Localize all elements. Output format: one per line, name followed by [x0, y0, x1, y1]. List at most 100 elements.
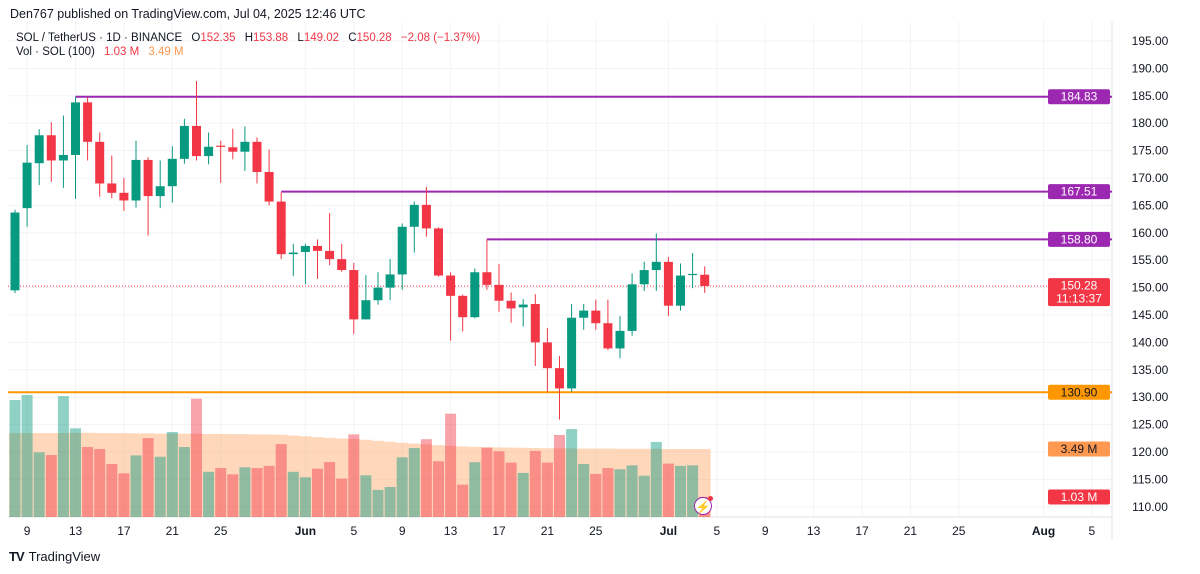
candle-body — [567, 317, 577, 389]
candle-body — [240, 141, 250, 152]
volume-bar — [517, 472, 529, 517]
price-tick-label: 185.00 — [1132, 89, 1169, 103]
volume-bar — [687, 465, 699, 517]
volume-bar — [554, 434, 565, 517]
volume-bar — [275, 444, 287, 517]
time-tick-label: 5 — [1089, 524, 1096, 538]
candle-body — [494, 284, 504, 301]
candle-body — [506, 300, 516, 309]
candle-body — [651, 261, 661, 271]
price-tick-label: 140.00 — [1132, 335, 1169, 349]
level-price-tag: 130.90 — [1048, 384, 1110, 400]
volume-bar — [9, 400, 21, 517]
time-tick-label: 9 — [399, 524, 406, 538]
candle — [591, 299, 601, 330]
volume-bar — [650, 441, 662, 517]
candle-body — [361, 300, 371, 320]
volume-title[interactable]: Vol · SOL (100) — [16, 46, 95, 58]
candle-body — [58, 154, 68, 161]
price-tick-label: 180.00 — [1132, 116, 1169, 130]
volume-bar — [287, 471, 299, 517]
candle-body — [397, 226, 407, 275]
level-price-tag-text: 167.51 — [1061, 185, 1098, 199]
candle — [252, 137, 262, 184]
low-label: L — [297, 32, 304, 44]
candle — [446, 272, 456, 341]
volume-bar — [45, 455, 57, 517]
candle — [143, 157, 153, 236]
volume-legend-row: Vol · SOL (100) 1.03 M 3.49 M — [16, 45, 480, 59]
level-price-tag-bg — [1048, 89, 1110, 105]
candle — [22, 145, 32, 227]
candle — [639, 261, 649, 291]
candle — [555, 356, 564, 420]
candle — [95, 132, 105, 197]
candle-body — [216, 145, 226, 147]
candle-body — [107, 183, 117, 193]
candle-body — [167, 158, 177, 187]
candle — [470, 268, 480, 319]
candle — [204, 132, 214, 165]
volume-bar — [360, 475, 372, 517]
candle-body — [591, 310, 601, 324]
tradingview-footer: TV TradingView — [9, 549, 100, 564]
candle — [10, 209, 20, 294]
candle — [603, 299, 613, 351]
candle-body — [131, 159, 141, 201]
candle-body — [179, 125, 189, 159]
candle — [579, 304, 589, 330]
candle — [615, 316, 625, 359]
volume-bar — [299, 477, 311, 517]
candle-body — [639, 270, 649, 285]
open-value: 152.35 — [200, 32, 236, 44]
candle-body — [95, 141, 105, 184]
time-tick-label: 21 — [541, 524, 555, 538]
candle — [518, 299, 528, 327]
candle-body — [603, 323, 613, 349]
candle-body — [228, 147, 238, 152]
volume-bar — [336, 478, 348, 517]
time-tick-label: Jun — [295, 524, 316, 538]
high-value: 153.88 — [253, 32, 289, 44]
price-tick-label: 165.00 — [1132, 198, 1169, 212]
price-tick-label: 110.00 — [1132, 500, 1168, 514]
volume-bar — [130, 455, 142, 517]
price-tick-label: 175.00 — [1132, 144, 1169, 158]
candle-body — [276, 201, 286, 255]
volume-bar — [384, 486, 396, 517]
close-label: C — [348, 32, 357, 44]
candle-body — [10, 212, 20, 291]
candle-body — [676, 275, 685, 306]
candle-body — [300, 245, 310, 252]
volume-ma-tag-bg — [1048, 441, 1110, 457]
lightning-icon[interactable]: ⚡ — [694, 496, 713, 515]
candle — [58, 115, 68, 188]
price-tick-label: 195.00 — [1132, 34, 1169, 48]
candle-body — [337, 259, 347, 271]
candle-body — [155, 186, 165, 197]
volume-bar — [481, 447, 493, 517]
time-tick-label: 9 — [762, 524, 769, 538]
price-tick-label: 130.00 — [1132, 390, 1169, 404]
candle-body — [264, 171, 274, 202]
candle — [155, 160, 165, 209]
candle — [131, 140, 141, 208]
volume-bar — [541, 462, 553, 517]
volume-bar — [420, 439, 432, 517]
candle-body — [688, 273, 698, 276]
candle-body — [119, 192, 129, 201]
volume-bar — [21, 394, 33, 517]
candle — [530, 294, 540, 366]
time-tick-label: 9 — [24, 524, 31, 538]
high-label: H — [244, 32, 254, 44]
candle — [228, 128, 238, 160]
volume-bar — [94, 448, 106, 517]
candle-body — [409, 204, 419, 227]
publish-info: Den767 published on TradingView.com, Jul… — [10, 7, 366, 21]
candle — [349, 262, 359, 335]
candle-body — [663, 261, 673, 306]
candle — [700, 266, 710, 293]
symbol-title[interactable]: SOL / TetherUS · 1D · BINANCE — [16, 32, 183, 44]
level-price-tag: 167.51 — [1048, 184, 1110, 200]
